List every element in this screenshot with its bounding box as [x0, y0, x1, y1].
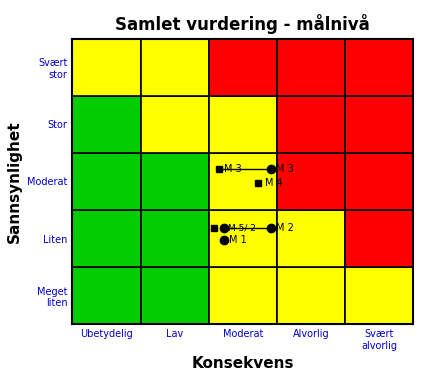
- Bar: [345, 39, 413, 96]
- Y-axis label: Sannsynlighet: Sannsynlighet: [7, 120, 22, 243]
- Bar: [345, 210, 413, 267]
- Bar: [209, 39, 277, 96]
- Bar: [141, 153, 209, 210]
- Bar: [277, 267, 345, 324]
- Bar: [345, 96, 413, 153]
- Bar: [209, 96, 277, 153]
- Bar: [72, 153, 141, 210]
- Bar: [277, 39, 345, 96]
- Bar: [209, 267, 277, 324]
- Bar: [141, 267, 209, 324]
- Text: M 5/ 2: M 5/ 2: [228, 224, 256, 233]
- Bar: [72, 96, 141, 153]
- Bar: [277, 153, 345, 210]
- Text: M 3: M 3: [224, 164, 242, 174]
- Bar: [277, 210, 345, 267]
- X-axis label: Konsekvens: Konsekvens: [192, 356, 294, 371]
- Title: Samlet vurdering - målnivå: Samlet vurdering - målnivå: [115, 14, 370, 34]
- Bar: [141, 210, 209, 267]
- Bar: [72, 267, 141, 324]
- Text: M 4: M 4: [265, 178, 282, 188]
- Bar: [72, 39, 141, 96]
- Bar: [345, 267, 413, 324]
- Bar: [209, 153, 277, 210]
- Bar: [72, 210, 141, 267]
- Text: M 1: M 1: [228, 235, 246, 245]
- Bar: [277, 96, 345, 153]
- Bar: [141, 39, 209, 96]
- Bar: [345, 153, 413, 210]
- Bar: [209, 210, 277, 267]
- Text: M 3: M 3: [276, 164, 294, 174]
- Text: M 2: M 2: [276, 223, 294, 233]
- Bar: [141, 96, 209, 153]
